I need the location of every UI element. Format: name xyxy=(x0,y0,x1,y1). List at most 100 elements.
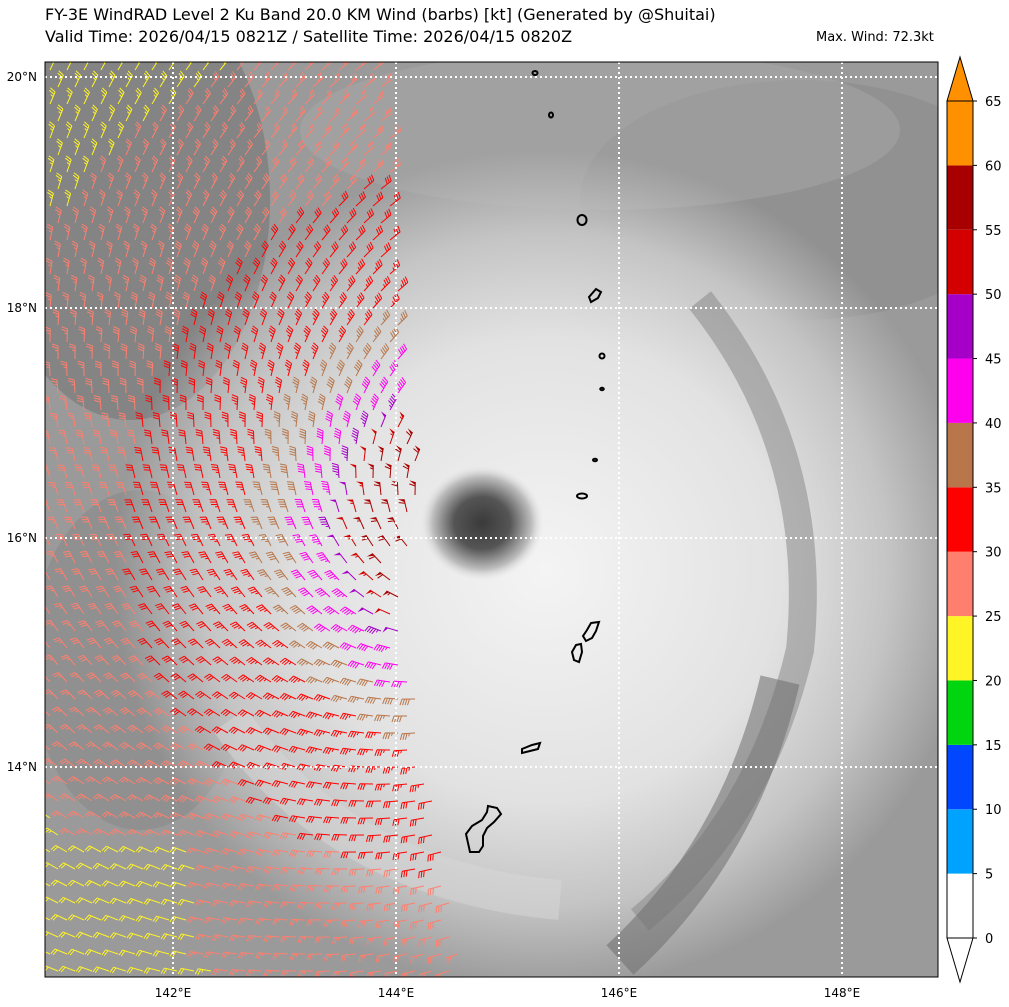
wind-barb xyxy=(348,834,365,842)
wind-barb xyxy=(93,758,110,768)
wind-barb xyxy=(46,516,59,530)
wind-barb xyxy=(295,139,306,156)
wind-barb xyxy=(185,155,193,173)
wind-barb xyxy=(156,274,164,292)
wind-barb xyxy=(221,638,238,649)
wind-barb xyxy=(279,692,297,701)
wind-barb xyxy=(76,758,93,768)
colorbar-tick-label: 35 xyxy=(985,481,1002,496)
wind-barb xyxy=(241,342,249,360)
wind-barb xyxy=(253,88,263,105)
wind-barb xyxy=(239,604,255,615)
wind-barb xyxy=(50,378,59,394)
wind-barb xyxy=(167,223,175,241)
wind-barb xyxy=(346,174,357,190)
wind-barb xyxy=(287,190,297,207)
wind-barb xyxy=(245,866,263,874)
wind-barb xyxy=(177,898,195,906)
wind-barb xyxy=(191,274,199,292)
wind-barb xyxy=(280,622,297,632)
wind-barb xyxy=(82,121,90,139)
wind-barb xyxy=(190,308,198,326)
max-wind-label: Max. Wind: 72.3kt xyxy=(816,30,934,45)
wind-barb xyxy=(339,747,357,755)
wind-barb xyxy=(182,516,195,530)
wind-barb xyxy=(84,880,102,887)
wind-barb xyxy=(45,619,59,632)
wind-barb xyxy=(400,766,416,775)
wind-barb xyxy=(305,676,323,684)
wind-barb xyxy=(380,309,391,326)
wind-barb xyxy=(49,62,55,71)
wind-barb xyxy=(101,412,110,428)
wind-barb xyxy=(170,673,187,683)
wind-barb xyxy=(273,569,289,581)
wind-barb xyxy=(299,428,307,445)
wind-barb xyxy=(355,89,367,105)
wind-barb xyxy=(340,919,357,928)
wind-barb xyxy=(58,862,76,870)
wind-barb xyxy=(364,661,382,670)
wind-barb xyxy=(90,138,98,156)
wind-barb xyxy=(366,936,382,945)
wind-barb xyxy=(341,516,348,530)
wind-barb xyxy=(213,586,229,598)
wind-barb xyxy=(380,107,393,122)
wind-barb xyxy=(168,446,178,462)
wind-barb xyxy=(157,533,170,547)
wind-barb xyxy=(274,376,283,394)
wind-barb xyxy=(152,881,170,888)
wind-barb xyxy=(118,845,136,853)
wind-barb xyxy=(272,918,289,926)
wind-barb xyxy=(321,156,332,173)
wind-barb xyxy=(329,207,340,224)
wind-barb xyxy=(261,139,271,156)
wind-barb xyxy=(271,446,280,462)
wind-barb xyxy=(113,551,127,564)
wind-barb xyxy=(81,481,93,496)
wind-barb xyxy=(75,966,93,973)
wind-barb xyxy=(119,672,136,683)
wind-barb xyxy=(195,656,212,666)
colorbar-tick-label: 50 xyxy=(985,288,1002,303)
wind-barb xyxy=(64,482,76,496)
wind-barb xyxy=(353,588,365,598)
wind-barb xyxy=(160,864,178,871)
wind-barb xyxy=(106,533,119,547)
wind-barb xyxy=(255,604,272,615)
wind-barb xyxy=(141,499,153,513)
wind-barb xyxy=(177,829,195,837)
wind-barb xyxy=(126,898,144,905)
wind-barb xyxy=(364,696,382,705)
wind-barb-flag xyxy=(359,445,366,452)
wind-barb xyxy=(336,359,345,377)
wind-barb xyxy=(106,206,114,224)
wind-barb xyxy=(243,240,252,258)
wind-barb xyxy=(253,189,262,207)
wind-barb xyxy=(271,814,289,823)
wind-barb xyxy=(56,138,63,156)
wind-barb xyxy=(349,970,365,977)
colorbar-bin-45-50 xyxy=(947,294,973,359)
wind-barb xyxy=(90,499,102,513)
wind-barb xyxy=(244,172,253,190)
wind-barb xyxy=(65,121,73,139)
wind-barb xyxy=(245,761,263,770)
wind-barb xyxy=(254,918,272,925)
wind-barb xyxy=(217,291,225,309)
wind-barb xyxy=(193,464,204,479)
wind-barb xyxy=(155,568,170,581)
wind-barb xyxy=(306,445,314,462)
wind-barb xyxy=(186,812,204,821)
wind-barb xyxy=(223,342,232,360)
wind-barb xyxy=(126,863,144,870)
wind-barb xyxy=(92,966,110,974)
wind-barb xyxy=(124,499,136,513)
wind-barb xyxy=(85,741,102,751)
wind-barb xyxy=(329,241,339,258)
wind-barb xyxy=(167,481,178,496)
wind-barb xyxy=(128,394,136,411)
wind-barb xyxy=(189,568,204,581)
wind-barb xyxy=(358,953,374,962)
wind-barb xyxy=(211,968,229,976)
